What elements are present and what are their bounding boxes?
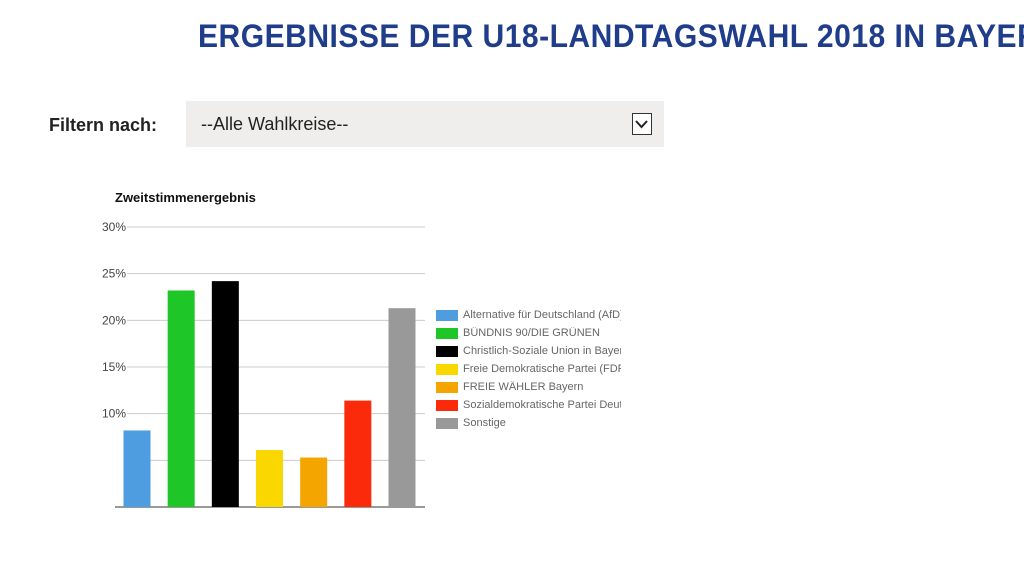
bar xyxy=(167,290,195,507)
legend-item: Sozialdemokratische Partei Deutschlands xyxy=(436,396,621,414)
legend-label: Sonstige xyxy=(463,417,506,429)
legend-label: Freie Demokratische Partei (FDP) xyxy=(463,363,621,375)
legend-item: Sonstige xyxy=(436,414,621,432)
chart-legend: Alternative für Deutschland (AfD) BÜNDNIS… xyxy=(436,306,621,432)
y-tick-label: 15% xyxy=(102,360,126,374)
y-tick-label: 30% xyxy=(102,220,126,234)
legend-item: FREIE WÄHLER Bayern xyxy=(436,378,621,396)
legend-swatch xyxy=(436,345,458,357)
legend-swatch xyxy=(436,309,458,321)
wahlkreis-select-value: --Alle Wahlkreise-- xyxy=(201,114,349,134)
legend-item: BÜNDNIS 90/DIE GRÜNEN xyxy=(436,324,621,342)
bar xyxy=(256,450,283,507)
chevron-down-icon[interactable] xyxy=(632,113,652,135)
y-tick-label: 25% xyxy=(102,267,126,281)
legend-label: BÜNDNIS 90/DIE GRÜNEN xyxy=(463,327,600,339)
bar xyxy=(211,281,239,507)
bar xyxy=(300,457,328,507)
chart-title: Zweitstimmenergebnis xyxy=(115,190,256,205)
legend-item: Christlich-Soziale Union in Bayern xyxy=(436,342,621,360)
legend-label: Sozialdemokratische Partei Deutschlands xyxy=(463,399,621,411)
legend-swatch xyxy=(436,381,458,393)
legend-label: FREIE WÄHLER Bayern xyxy=(463,381,584,393)
legend-swatch xyxy=(436,327,458,339)
bar xyxy=(123,430,151,507)
legend-item: Alternative für Deutschland (AfD) xyxy=(436,306,621,324)
legend-label: Christlich-Soziale Union in Bayern xyxy=(463,345,621,357)
wahlkreis-select[interactable]: --Alle Wahlkreise-- xyxy=(186,101,664,147)
legend-item: Freie Demokratische Partei (FDP) xyxy=(436,360,621,378)
y-tick-label: 10% xyxy=(102,407,126,421)
legend-swatch xyxy=(436,417,458,429)
legend-swatch xyxy=(436,363,458,375)
bar xyxy=(388,308,416,507)
legend-swatch xyxy=(436,399,458,411)
page-title: ERGEBNISSE DER U18-LANDTAGSWAHL 2018 IN … xyxy=(198,18,1024,54)
filter-label: Filtern nach: xyxy=(49,115,158,135)
y-tick-label: 20% xyxy=(102,313,126,327)
bar xyxy=(344,400,372,507)
legend-label: Alternative für Deutschland (AfD) xyxy=(463,309,621,321)
